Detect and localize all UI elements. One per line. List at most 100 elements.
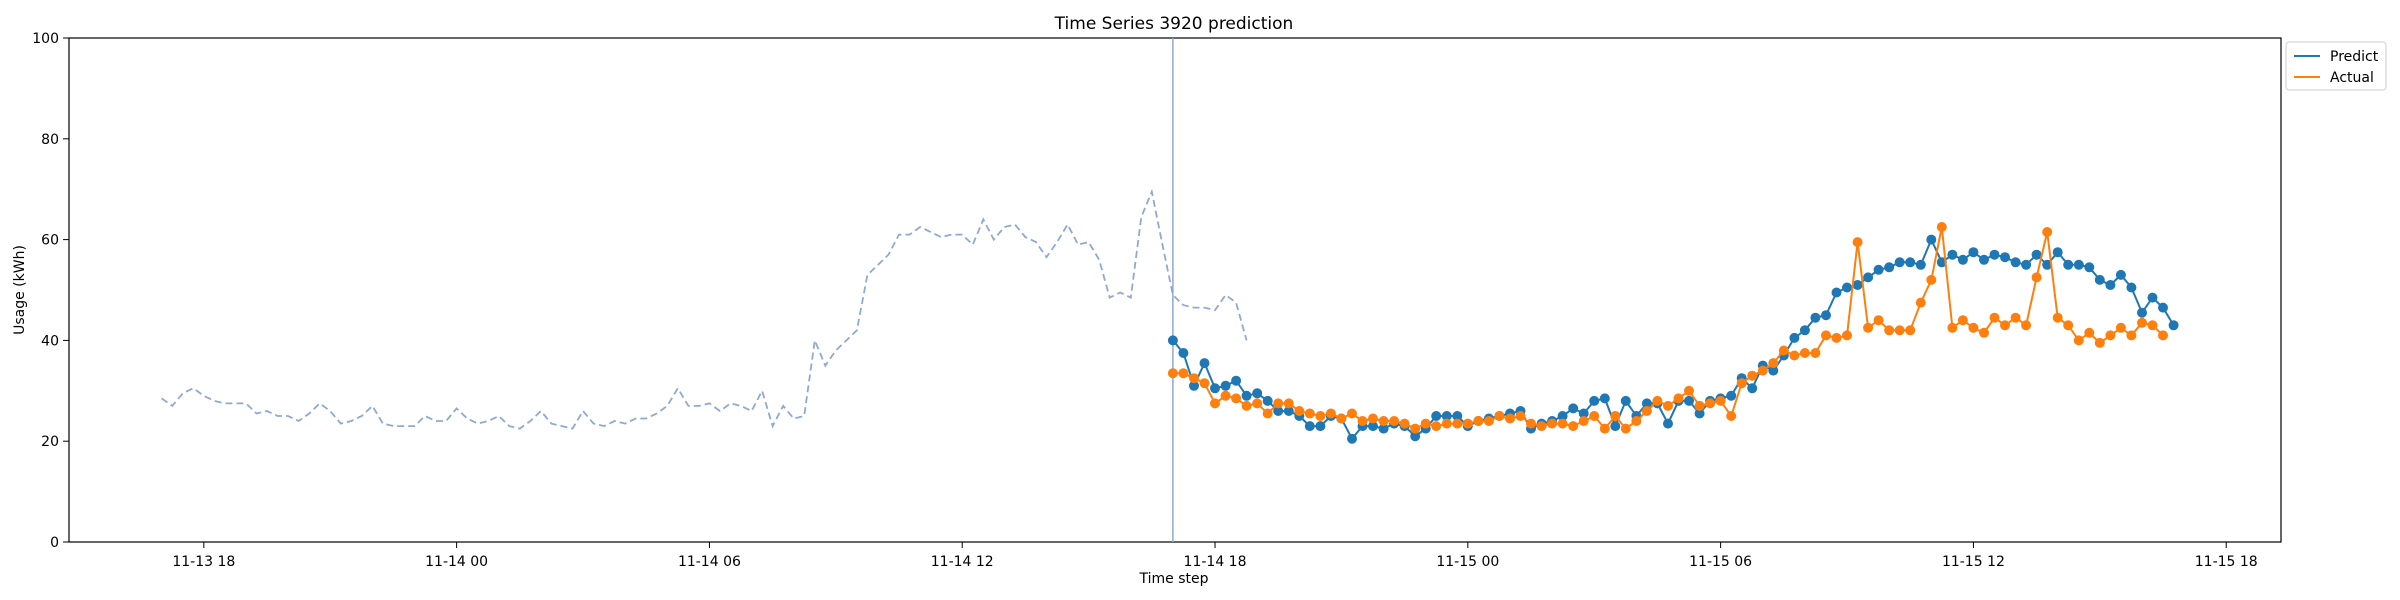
predict-point: [1620, 395, 1631, 406]
y-tick-label: 80: [41, 132, 59, 148]
predict-point: [1799, 325, 1810, 336]
actual-point: [1336, 413, 1347, 424]
actual-point: [1452, 418, 1463, 429]
predict-point: [1852, 280, 1863, 290]
actual-point: [1652, 395, 1663, 406]
predict-point: [1378, 423, 1389, 434]
actual-point: [1262, 408, 1273, 419]
actual-point: [1568, 421, 1579, 432]
actual-point: [1578, 416, 1589, 426]
actual-point: [1347, 408, 1357, 419]
actual-point: [1884, 325, 1895, 336]
actual-point: [2000, 320, 2010, 331]
actual-point: [1441, 418, 1452, 429]
actual-point: [1768, 358, 1779, 369]
actual-point: [1894, 325, 1905, 336]
predict-point: [1989, 249, 2000, 260]
predict-point: [1905, 257, 1916, 268]
predict-point: [2115, 269, 2126, 280]
predict-point: [1957, 254, 1968, 265]
predict-point: [1663, 418, 1673, 429]
actual-point: [1473, 416, 1484, 426]
actual-point: [1799, 348, 1810, 358]
actual-point: [2147, 320, 2158, 331]
actual-point: [1873, 315, 1884, 326]
actual-point: [1831, 332, 1842, 343]
actual-point: [1167, 368, 1178, 379]
actual-point: [1241, 400, 1252, 411]
actual-point: [1283, 398, 1294, 409]
actual-point: [1325, 408, 1336, 419]
x-tick-label: 11-13 18: [172, 554, 235, 570]
predict-point: [1968, 247, 1979, 258]
predict-point: [2031, 249, 2042, 260]
actual-point: [1505, 413, 1515, 424]
actual-point: [1926, 274, 1937, 285]
predict-point: [2000, 252, 2010, 263]
legend-label-actual: Actual: [2330, 70, 2374, 86]
x-tick-label: 11-14 00: [425, 554, 488, 570]
actual-point: [1220, 390, 1231, 401]
predict-point: [2052, 247, 2063, 258]
predict-point: [1610, 421, 1621, 432]
actual-point: [2115, 322, 2126, 333]
actual-point: [1557, 418, 1568, 429]
actual-point: [1431, 421, 1442, 432]
actual-point: [2126, 330, 2137, 341]
predict-point: [1210, 383, 1220, 394]
predict-point: [2158, 302, 2168, 313]
predict-point: [1273, 406, 1284, 416]
predict-point: [2126, 282, 2137, 293]
predict-point: [1178, 348, 1189, 358]
actual-point: [1641, 406, 1652, 416]
actual-point: [1294, 406, 1305, 416]
actual-point: [1915, 297, 1926, 308]
actual-point: [1705, 398, 1716, 409]
legend-label-predict: Predict: [2330, 49, 2379, 65]
predict-point: [1568, 403, 1579, 414]
y-tick-label: 60: [41, 233, 59, 249]
x-tick-label: 11-15 18: [2195, 554, 2258, 570]
actual-point: [1483, 416, 1494, 426]
predict-point: [1167, 335, 1178, 346]
predict-point: [1315, 421, 1326, 432]
actual-point: [1810, 348, 1821, 358]
predict-point: [1884, 262, 1895, 273]
predict-point: [2105, 280, 2116, 290]
x-axis-label: Time step: [1139, 571, 1209, 587]
chart-title: Time Series 3920 prediction: [1054, 14, 1294, 34]
actual-point: [1842, 330, 1852, 341]
actual-point: [1420, 418, 1431, 429]
actual-point: [1231, 393, 1242, 404]
actual-point: [1210, 398, 1220, 409]
predict-point: [1452, 411, 1463, 421]
predict-point: [2010, 257, 2021, 268]
predict-point: [1684, 395, 1694, 406]
y-tick-label: 20: [41, 434, 59, 450]
actual-point: [1599, 423, 1610, 434]
actual-point: [2094, 337, 2105, 348]
predict-point: [1842, 282, 1852, 293]
predict-point: [1947, 249, 1958, 260]
predict-point: [2147, 292, 2158, 303]
x-tick-label: 11-14 06: [678, 554, 741, 570]
predict-point: [1863, 272, 1874, 283]
predict-point: [2073, 259, 2084, 270]
actual-point: [1526, 418, 1536, 429]
actual-point: [1410, 423, 1421, 434]
actual-point: [1979, 327, 1989, 338]
x-tick-label: 11-14 12: [931, 554, 994, 570]
actual-point: [1694, 400, 1705, 411]
predict-point: [1262, 395, 1273, 406]
predict-point: [1894, 257, 1905, 268]
actual-point: [2084, 327, 2095, 338]
y-tick-label: 0: [50, 535, 59, 551]
predict-point: [2021, 259, 2032, 270]
actual-point: [2010, 312, 2021, 323]
actual-point: [1462, 418, 1473, 429]
actual-point: [1726, 411, 1737, 421]
actual-point: [1494, 411, 1505, 421]
predict-point: [1915, 259, 1926, 270]
predict-point: [1441, 411, 1452, 421]
